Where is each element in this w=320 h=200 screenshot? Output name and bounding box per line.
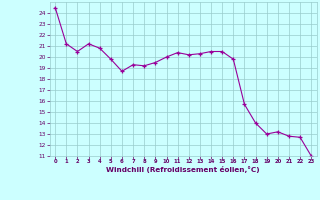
X-axis label: Windchill (Refroidissement éolien,°C): Windchill (Refroidissement éolien,°C) xyxy=(106,166,260,173)
